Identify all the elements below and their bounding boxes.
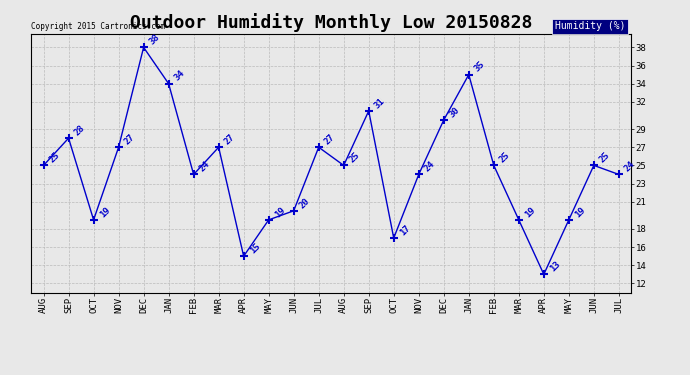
Text: 28: 28 <box>72 123 87 137</box>
Text: 13: 13 <box>548 260 562 274</box>
Title: Outdoor Humidity Monthly Low 20150828: Outdoor Humidity Monthly Low 20150828 <box>130 13 533 32</box>
Text: Humidity (%): Humidity (%) <box>555 21 625 31</box>
Text: 24: 24 <box>423 160 437 174</box>
Text: 31: 31 <box>373 96 387 110</box>
Text: 35: 35 <box>473 60 487 74</box>
Text: 25: 25 <box>348 151 362 165</box>
Text: 25: 25 <box>498 151 512 165</box>
Text: 20: 20 <box>298 196 312 210</box>
Text: 19: 19 <box>573 205 587 219</box>
Text: 27: 27 <box>323 132 337 147</box>
Text: 24: 24 <box>623 160 637 174</box>
Text: 19: 19 <box>98 205 112 219</box>
Text: 24: 24 <box>198 160 212 174</box>
Text: 19: 19 <box>273 205 287 219</box>
Text: 17: 17 <box>398 223 412 237</box>
Text: Copyright 2015 Cartronics.com: Copyright 2015 Cartronics.com <box>31 22 165 31</box>
Text: 38: 38 <box>148 33 161 46</box>
Text: 30: 30 <box>448 105 462 119</box>
Text: 27: 27 <box>223 132 237 147</box>
Text: 15: 15 <box>248 242 262 255</box>
Text: 34: 34 <box>172 69 187 83</box>
Text: 27: 27 <box>123 132 137 147</box>
Text: 19: 19 <box>523 205 537 219</box>
Text: 25: 25 <box>48 151 61 165</box>
Text: 25: 25 <box>598 151 612 165</box>
